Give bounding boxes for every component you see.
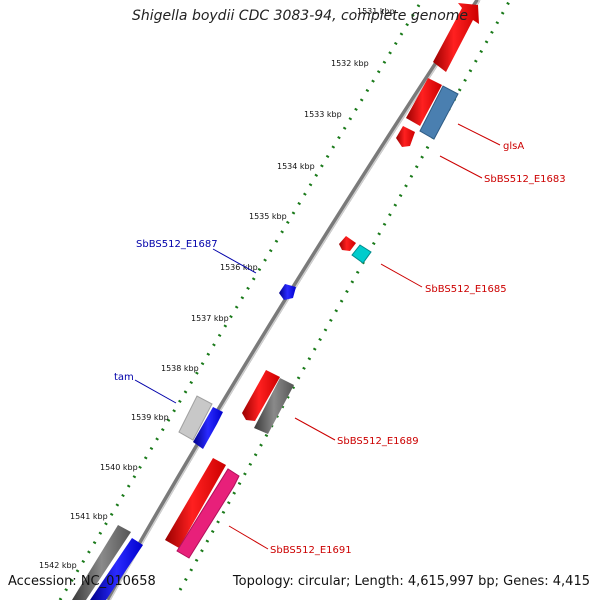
gene-arrow[interactable] bbox=[90, 538, 143, 600]
tick-label: 1533 kbp bbox=[304, 110, 342, 119]
topology-text: Topology: circular; Length: 4,615,997 bp… bbox=[232, 574, 590, 589]
accession-text: Accession: NC_010658 bbox=[8, 574, 156, 589]
gene-sbbs512-e1689[interactable] bbox=[254, 378, 294, 434]
tick-label: 1539 kbp bbox=[131, 413, 169, 422]
gene-labels: glsA SbBS512_E1683 SbBS512_E1685 SbBS512… bbox=[114, 141, 566, 556]
kbp-tick-labels: 1531 kbp 1532 kbp 1533 kbp 1534 kbp 1535… bbox=[39, 7, 395, 570]
tick-label: 1538 kbp bbox=[161, 364, 199, 373]
tick-label: 1537 kbp bbox=[191, 314, 229, 323]
callout-lines bbox=[134, 123, 501, 550]
tick-label: 1532 kbp bbox=[331, 59, 369, 68]
label-sbbs512-e1683: SbBS512_E1683 bbox=[484, 174, 566, 185]
gene-arrow[interactable] bbox=[165, 458, 226, 548]
outer-gc-track bbox=[178, 0, 512, 591]
tick-label: 1540 kbp bbox=[100, 463, 138, 472]
gene-tam[interactable] bbox=[193, 407, 223, 449]
tick-label: 1541 kbp bbox=[70, 512, 108, 521]
gene-arrow[interactable] bbox=[396, 126, 415, 147]
label-tam: tam bbox=[114, 372, 134, 383]
gene-arrow[interactable] bbox=[339, 236, 356, 251]
gene-sbbs512-e1687[interactable] bbox=[279, 284, 296, 300]
gene-features bbox=[72, 3, 479, 600]
tick-label: 1535 kbp bbox=[249, 212, 287, 221]
tick-label: 1531 kbp bbox=[357, 7, 395, 16]
label-sbbs512-e1691: SbBS512_E1691 bbox=[270, 545, 352, 556]
gene-arrow[interactable] bbox=[178, 395, 213, 441]
tick-label: 1542 kbp bbox=[39, 561, 77, 570]
gene-arrow[interactable] bbox=[406, 78, 442, 126]
tick-label: 1534 kbp bbox=[277, 162, 315, 171]
gene-sbbs512-e1691[interactable] bbox=[176, 468, 240, 559]
tick-label: 1536 kbp bbox=[220, 263, 258, 272]
map-title: Shigella boydii CDC 3083-94, complete ge… bbox=[131, 8, 469, 24]
gene-arrow[interactable] bbox=[72, 525, 131, 600]
gene-glsa[interactable] bbox=[419, 85, 459, 140]
label-sbbs512-e1687: SbBS512_E1687 bbox=[136, 239, 218, 250]
gene-arrow[interactable] bbox=[242, 370, 280, 421]
gene-arrow[interactable] bbox=[433, 3, 479, 72]
gene-sbbs512-e1685[interactable] bbox=[351, 244, 372, 264]
label-sbbs512-e1685: SbBS512_E1685 bbox=[425, 284, 507, 295]
label-sbbs512-e1689: SbBS512_E1689 bbox=[337, 436, 419, 447]
genome-backbone bbox=[105, 0, 481, 600]
inner-gc-track bbox=[58, 0, 424, 600]
label-glsa: glsA bbox=[503, 141, 524, 152]
